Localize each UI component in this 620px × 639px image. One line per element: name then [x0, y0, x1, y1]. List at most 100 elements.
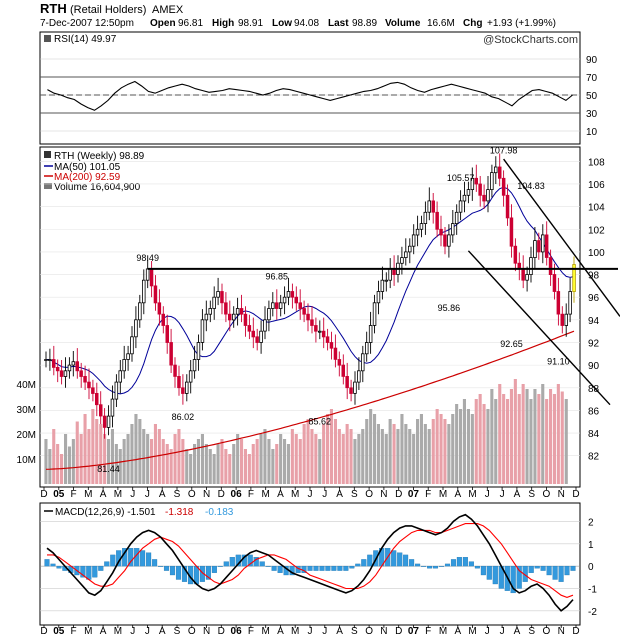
volume-bar — [549, 389, 553, 484]
candle-body — [87, 381, 91, 389]
price-annotation: 86.02 — [172, 412, 195, 422]
macd-tick-label: -2 — [588, 607, 597, 618]
volume-bar — [322, 424, 326, 484]
candle-body — [505, 194, 510, 219]
candle-body — [282, 296, 287, 304]
price-annotation: 95.86 — [438, 303, 461, 313]
price-x-tick-label: D — [218, 489, 225, 500]
volume-bar — [462, 399, 466, 484]
price-x-tick-label: A — [159, 489, 166, 500]
volume-bar — [388, 419, 392, 484]
volume-bar — [498, 384, 502, 484]
candle-body — [525, 274, 529, 281]
macd-x-tick-label: J — [308, 626, 313, 637]
candle-body — [145, 268, 150, 281]
macd-histogram-bar — [415, 563, 421, 567]
volume-bar — [314, 434, 318, 484]
macd-x-tick-label: M — [114, 626, 122, 637]
candle-body — [454, 211, 459, 225]
candle-body — [533, 240, 537, 259]
candle-body — [478, 183, 482, 196]
volume-bar — [79, 434, 83, 484]
candle-body — [490, 172, 494, 191]
candle-body — [333, 347, 338, 360]
candle-body — [274, 302, 279, 309]
macd-legend-text: MACD(12,26,9) -1.501 — [55, 507, 156, 518]
candle-body — [204, 313, 209, 321]
macd-histogram-bar — [163, 565, 170, 571]
macd-histogram-bar — [169, 565, 176, 576]
price-x-tick-label: A — [277, 489, 284, 500]
symbol: RTH — [40, 1, 67, 16]
macd-x-tick-label: A — [159, 626, 166, 637]
macd-x-tick-label: J — [500, 626, 505, 637]
candle-body — [556, 291, 561, 315]
volume-bar — [212, 454, 216, 484]
price-annotation: 107.98 — [490, 146, 518, 156]
volume-bar — [474, 399, 478, 484]
macd-histogram-bar — [552, 565, 558, 580]
volume-tick-label: 20M — [17, 430, 36, 441]
volume-bar — [529, 399, 533, 484]
ma200-line — [45, 330, 575, 470]
candle-body — [243, 313, 248, 326]
volume-bar — [181, 439, 185, 484]
macd-histogram-bar — [146, 552, 152, 567]
macd-histogram-bar — [558, 565, 564, 582]
price-x-tick-label: J — [500, 489, 505, 500]
candle-body — [130, 336, 134, 355]
volume-bar — [52, 429, 56, 484]
macd-x-tick-label: M — [262, 626, 270, 637]
candle-body — [447, 234, 451, 247]
rsi-panel — [39, 31, 581, 145]
volume-bar — [126, 434, 130, 484]
price-tick-label: 108 — [588, 157, 605, 168]
candle-body — [317, 330, 322, 333]
volume-bar — [466, 409, 470, 484]
volume-value: 16.6M — [427, 18, 455, 29]
candle-body — [529, 257, 533, 276]
volume-bar — [380, 429, 384, 484]
macd-histogram-bar — [355, 563, 361, 567]
candle-body — [537, 240, 541, 253]
candle-body — [325, 336, 330, 343]
price-x-tick-label: A — [100, 489, 107, 500]
volume-bar — [306, 419, 310, 484]
rsi-legend-text: RSI(14) 49.97 — [54, 34, 117, 45]
volume-bar — [427, 429, 431, 484]
macd-histogram-bar — [397, 552, 403, 567]
candle-body — [251, 330, 255, 338]
candle-body — [419, 223, 424, 230]
macd-histogram-bar — [86, 565, 92, 580]
candle-body — [63, 370, 68, 377]
macd-histogram-bar — [259, 561, 265, 567]
macd-histogram-bar — [181, 565, 188, 582]
macd-histogram-bar — [474, 565, 480, 569]
volume-bar — [545, 399, 549, 484]
volume-bar — [95, 419, 99, 484]
price-x-tick-label: M — [439, 489, 447, 500]
volume-bar — [200, 434, 204, 484]
macd-histogram-bar — [421, 565, 427, 567]
volume-bar — [110, 429, 114, 484]
candle-body — [474, 177, 478, 185]
price-x-tick-label: F — [71, 489, 77, 500]
volume-bar — [552, 394, 556, 484]
price-annotation: 96.85 — [266, 272, 289, 282]
macd-histogram-bar — [570, 565, 576, 571]
volume-bar — [153, 424, 157, 484]
volume-tick-label: 30M — [17, 405, 36, 416]
candle-body — [411, 234, 416, 247]
macd-x-tick-label: J — [130, 626, 135, 637]
price-x-tick-label: A — [336, 489, 343, 500]
volume-bar — [373, 414, 377, 484]
price-tick-label: 104 — [588, 203, 605, 214]
volume-bar — [345, 424, 349, 484]
volume-bar — [64, 434, 68, 484]
volume-bar — [435, 409, 439, 484]
macd-histogram-bar — [217, 565, 223, 567]
price-annotation: 98.49 — [136, 253, 159, 263]
macd-histogram-bar — [564, 565, 570, 576]
candle-body — [458, 200, 463, 213]
macd-x-tick-label: F — [71, 626, 77, 637]
